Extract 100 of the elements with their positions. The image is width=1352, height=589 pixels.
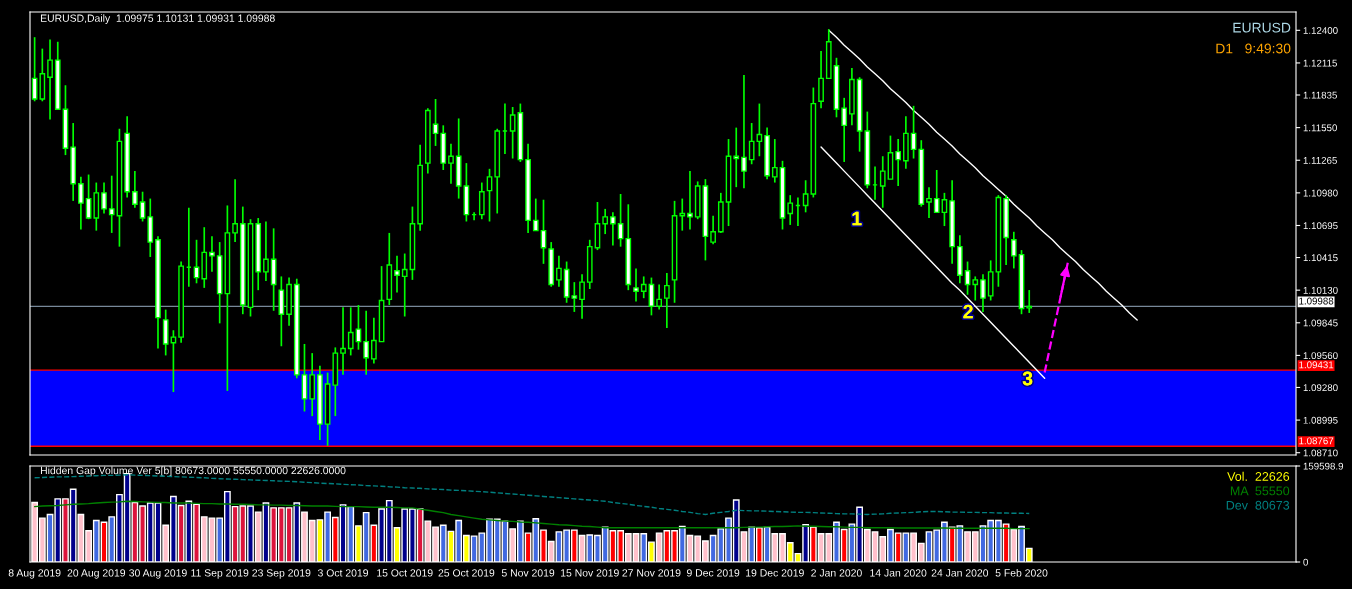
candlestick bbox=[579, 273, 585, 320]
x-tick-label: 14 Jan 2020 bbox=[870, 569, 927, 577]
candlestick bbox=[972, 275, 979, 302]
candlestick bbox=[640, 275, 647, 300]
candlestick bbox=[340, 306, 346, 376]
text: Dev 80673 bbox=[1226, 500, 1290, 510]
y-tick-label: 1.09280 bbox=[1303, 384, 1338, 392]
x-tick-label: 24 Jan 2020 bbox=[931, 569, 989, 577]
x-tick-label: 19 Dec 2019 bbox=[746, 569, 804, 577]
candlestick bbox=[679, 197, 686, 232]
x-tick-label: 5 Feb 2020 bbox=[995, 568, 1048, 577]
y-tick-label: 1.09845 bbox=[1303, 319, 1338, 327]
annotation: EURUSD bbox=[1233, 22, 1291, 33]
ref-line-label: 1.09431 bbox=[1299, 361, 1334, 369]
annotation: 3 bbox=[1022, 371, 1033, 386]
chart-title: Hidden Gap Volume Ver 5[b] 80673.0000 55550.0000 22626.0000 bbox=[40, 466, 346, 477]
candlestick bbox=[741, 74, 747, 190]
annotation: D1 9:49:30 bbox=[1216, 43, 1291, 54]
candlestick bbox=[78, 176, 84, 231]
x-tick-label: 30 Aug 2019 bbox=[129, 569, 187, 579]
annotation: 2 bbox=[963, 304, 973, 319]
x-tick-label: 2 Jan 2020 bbox=[811, 569, 862, 577]
candlestick bbox=[509, 106, 516, 160]
candlestick bbox=[633, 267, 639, 303]
text: Vol. 22626 bbox=[1227, 471, 1290, 481]
line-series bbox=[33, 500, 1030, 530]
y-tick-label: 1.08710 bbox=[1303, 449, 1338, 457]
candlestick bbox=[787, 194, 794, 226]
ref-line-label: 1.08767 bbox=[1299, 437, 1334, 445]
candlestick bbox=[571, 281, 578, 313]
x-tick-label: 23 Sep 2019 bbox=[252, 569, 311, 579]
x-tick-label: 9 Dec 2019 bbox=[686, 569, 740, 577]
candlestick bbox=[941, 192, 948, 227]
candlestick bbox=[363, 309, 370, 376]
candlestick bbox=[371, 316, 377, 365]
chart-title: EURUSD,Daily 1.09975 1.10131 1.09931 1.09988 bbox=[40, 14, 275, 24]
candlestick bbox=[733, 126, 740, 188]
y-tick-label: 1.10130 bbox=[1303, 286, 1338, 294]
candlestick bbox=[232, 178, 238, 243]
line-series bbox=[828, 29, 1138, 321]
candlestick bbox=[401, 252, 408, 318]
candlestick bbox=[556, 254, 562, 288]
ref-line-label: 1.09988 bbox=[1299, 297, 1334, 305]
y-tick-label: 1.11550 bbox=[1303, 124, 1337, 132]
candlestick bbox=[980, 273, 986, 313]
candlestick bbox=[139, 190, 146, 223]
candlestick bbox=[610, 211, 616, 247]
x-tick-label: 27 Nov 2019 bbox=[622, 569, 681, 577]
x-tick-label: 25 Oct 2019 bbox=[438, 569, 495, 577]
annotation: 1 bbox=[852, 211, 862, 226]
candlestick bbox=[895, 138, 902, 187]
candlestick bbox=[209, 235, 215, 273]
x-tick-label: 15 Nov 2019 bbox=[561, 569, 619, 577]
y-tick-label: 1.12400 bbox=[1303, 27, 1338, 34]
y-tick-label: 159598.9 bbox=[1303, 462, 1344, 470]
x-tick-label: 11 Sep 2019 bbox=[191, 569, 249, 579]
candlestick bbox=[263, 220, 269, 282]
candlestick bbox=[101, 181, 107, 215]
candlestick bbox=[687, 170, 693, 231]
candlestick bbox=[347, 306, 354, 357]
candlestick bbox=[448, 142, 454, 185]
candlestick bbox=[933, 169, 940, 214]
candlestick bbox=[1010, 230, 1017, 270]
y-tick-label: 1.08995 bbox=[1303, 416, 1338, 424]
candlestick bbox=[656, 283, 662, 311]
y-tick-label: 1.10415 bbox=[1303, 254, 1338, 262]
y-tick-label: 1.12115 bbox=[1303, 59, 1337, 67]
candlestick bbox=[818, 50, 824, 109]
x-tick-label: 20 Aug 2019 bbox=[67, 569, 126, 579]
x-tick-label: 8 Aug 2019 bbox=[8, 569, 61, 579]
candlestick bbox=[532, 197, 539, 232]
candlestick bbox=[1026, 289, 1033, 314]
candlestick bbox=[879, 155, 886, 209]
candlestick bbox=[132, 170, 138, 209]
candlestick bbox=[47, 38, 53, 121]
line-series bbox=[1043, 261, 1069, 374]
y-tick-label: 1.11265 bbox=[1303, 156, 1337, 164]
candlestick bbox=[710, 214, 716, 246]
y-tick-label: 1.11835 bbox=[1303, 91, 1337, 99]
candlestick bbox=[432, 98, 439, 147]
candlestick bbox=[602, 208, 609, 235]
candlestick bbox=[540, 198, 547, 265]
y-tick-label: 0 bbox=[1303, 558, 1308, 566]
y-tick-label: 1.09560 bbox=[1303, 352, 1338, 360]
candlestick bbox=[926, 186, 932, 219]
y-tick-label: 1.10695 bbox=[1303, 222, 1338, 230]
text: MA 55550 bbox=[1230, 486, 1290, 496]
candlestick bbox=[802, 179, 809, 214]
candlestick bbox=[170, 329, 177, 393]
x-tick-label: 15 Oct 2019 bbox=[377, 569, 433, 577]
candlestick bbox=[771, 138, 778, 184]
x-tick-label: 3 Oct 2019 bbox=[317, 569, 369, 577]
candlestick bbox=[394, 254, 400, 294]
candlestick bbox=[664, 272, 670, 329]
candlestick bbox=[748, 122, 755, 166]
candlestick bbox=[85, 173, 92, 221]
candlestick bbox=[108, 174, 115, 234]
x-tick-label: 5 Nov 2019 bbox=[501, 569, 555, 577]
candlestick bbox=[355, 304, 362, 351]
candlestick bbox=[478, 181, 485, 221]
